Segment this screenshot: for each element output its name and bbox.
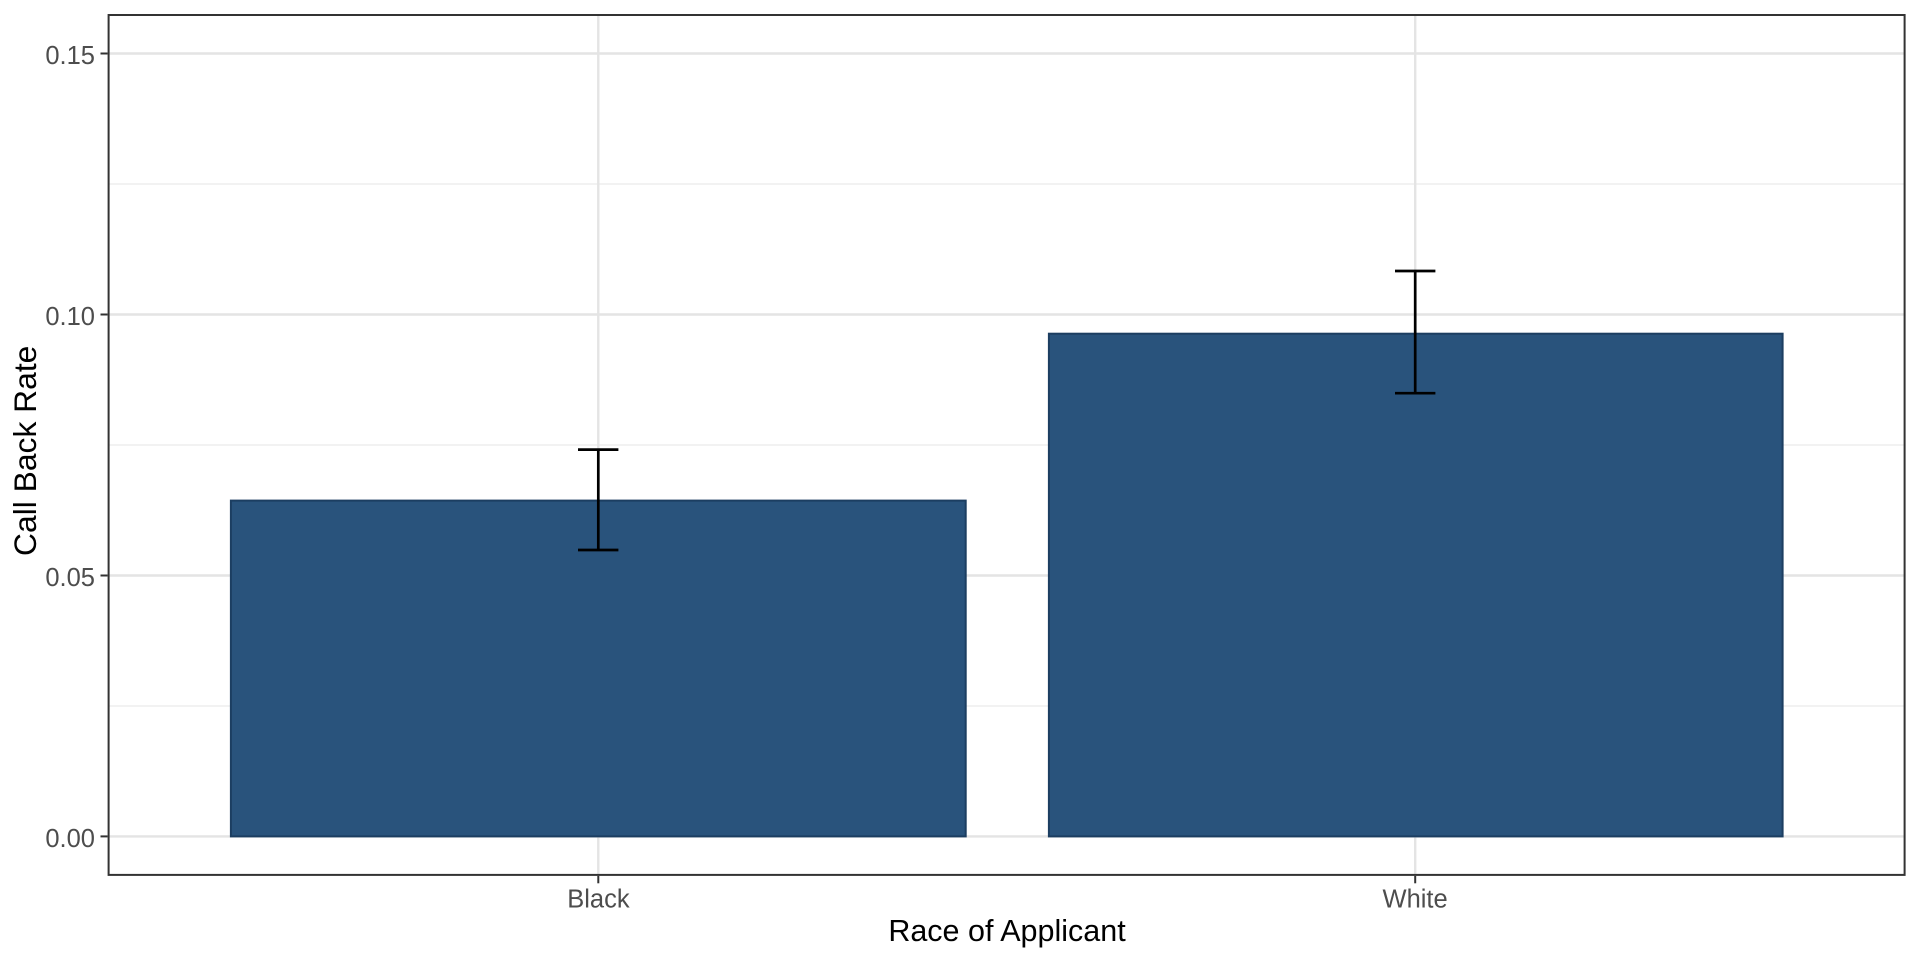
svg-text:White: White xyxy=(1383,885,1448,913)
svg-text:0.10: 0.10 xyxy=(45,303,95,331)
svg-text:Race of Applicant: Race of Applicant xyxy=(888,914,1126,948)
svg-text:0.05: 0.05 xyxy=(45,564,95,592)
svg-text:Black: Black xyxy=(567,885,630,913)
svg-text:Call Back Rate: Call Back Rate xyxy=(7,346,43,556)
svg-text:0.00: 0.00 xyxy=(45,825,95,853)
svg-text:0.15: 0.15 xyxy=(45,42,95,70)
